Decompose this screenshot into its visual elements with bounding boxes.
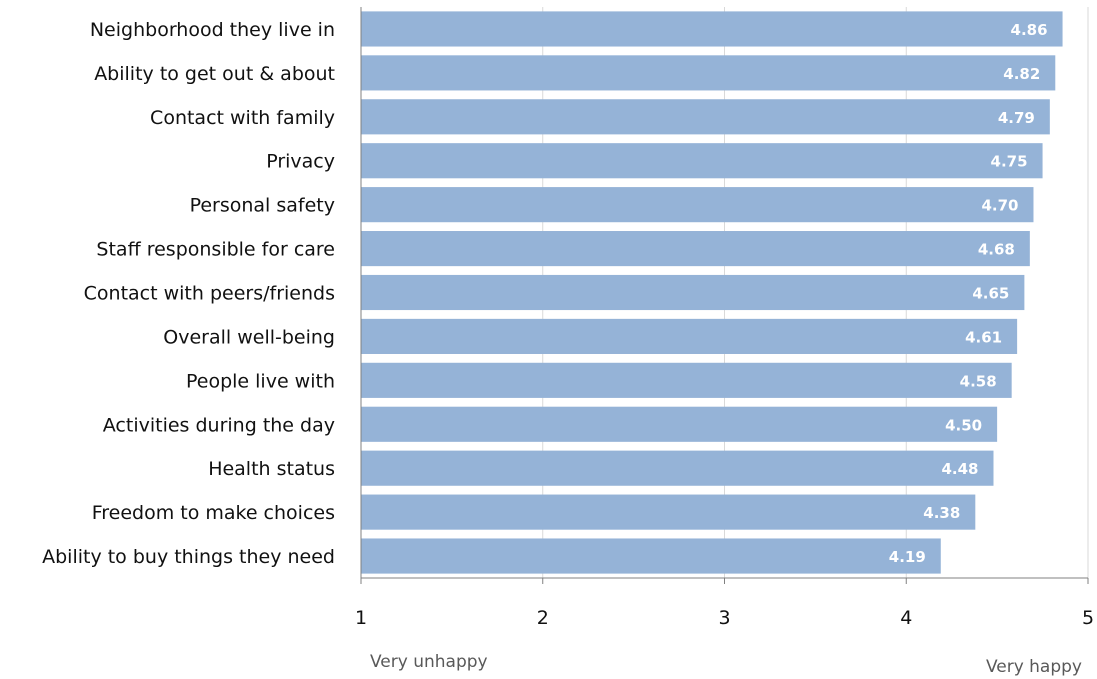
category-label: Overall well-being [163, 326, 335, 348]
data-label: 4.38 [923, 504, 960, 522]
data-label: 4.65 [972, 285, 1009, 303]
category-label: Contact with family [150, 107, 335, 129]
scale-low-label: Very unhappy [370, 652, 488, 672]
bar [361, 231, 1030, 267]
x-tick-label: 4 [900, 607, 912, 629]
data-label: 4.68 [978, 241, 1015, 259]
category-label: Ability to buy things they need [42, 546, 335, 568]
data-label: 4.79 [998, 109, 1035, 127]
value-labels: 4.86 4.82 4.79 4.75 4.70 4.68 4.65 4.61 4.58 4.50… [889, 21, 1048, 566]
bar [361, 143, 1043, 179]
bar [361, 494, 976, 530]
category-labels: Neighborhood they live in Ability to get … [42, 19, 335, 568]
data-label: 4.19 [889, 548, 926, 566]
data-label: 4.75 [991, 153, 1028, 171]
x-tick-label: 5 [1082, 607, 1094, 629]
bar [361, 450, 994, 486]
category-label: Personal safety [190, 195, 335, 217]
bar [361, 99, 1050, 135]
scale-high-label: Very happy [986, 657, 1082, 677]
category-label: Privacy [266, 151, 335, 173]
category-label: Activities during the day [103, 414, 335, 436]
x-tick-label: 1 [355, 607, 367, 629]
data-label: 4.50 [945, 416, 982, 434]
data-label: 4.86 [1011, 21, 1048, 39]
bar [361, 362, 1012, 398]
category-label: Health status [208, 458, 335, 480]
bar [361, 55, 1056, 91]
category-label: People live with [186, 370, 335, 392]
data-label: 4.70 [981, 197, 1018, 215]
x-axis: 1 2 3 4 5 [355, 7, 1094, 629]
bar [361, 274, 1025, 311]
bar [361, 187, 1034, 223]
data-label: 4.61 [965, 328, 1002, 346]
data-label: 4.58 [960, 372, 997, 390]
data-label: 4.82 [1003, 65, 1040, 83]
bar [361, 406, 998, 442]
bar [361, 11, 1063, 47]
data-label: 4.48 [941, 460, 978, 478]
bars [361, 11, 1063, 574]
bar [361, 318, 1018, 354]
x-tick-label: 2 [537, 607, 549, 629]
category-label: Staff responsible for care [96, 239, 335, 261]
category-label: Neighborhood they live in [90, 19, 335, 41]
category-label: Ability to get out & about [94, 63, 335, 85]
x-tick-label: 3 [718, 607, 730, 629]
category-label: Freedom to make choices [92, 502, 335, 524]
category-label: Contact with peers/friends [84, 283, 335, 305]
bar [361, 538, 941, 574]
